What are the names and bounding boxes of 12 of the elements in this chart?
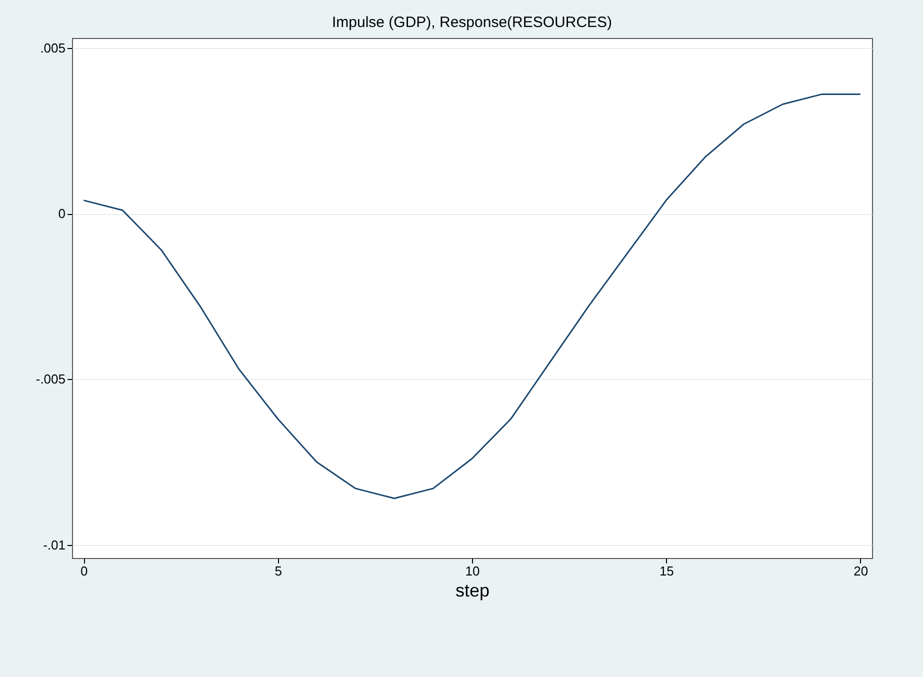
y-tick-label: -.005 [36, 372, 66, 387]
chart-title: Impulse (GDP), Response(RESOURCES) [332, 14, 612, 31]
x-tick-label: 10 [465, 564, 480, 578]
x-tick-label: 15 [659, 564, 674, 578]
x-tick-label: 20 [854, 564, 868, 578]
x-tick-label: 5 [274, 564, 282, 578]
y-tick-label: 0 [58, 206, 66, 222]
y-tick-label: -.01 [43, 537, 66, 552]
x-tick-label: 0 [80, 564, 88, 578]
x-axis-title: step [455, 580, 490, 600]
y-tick-label: .005 [40, 40, 66, 56]
line-series [82, 94, 862, 500]
